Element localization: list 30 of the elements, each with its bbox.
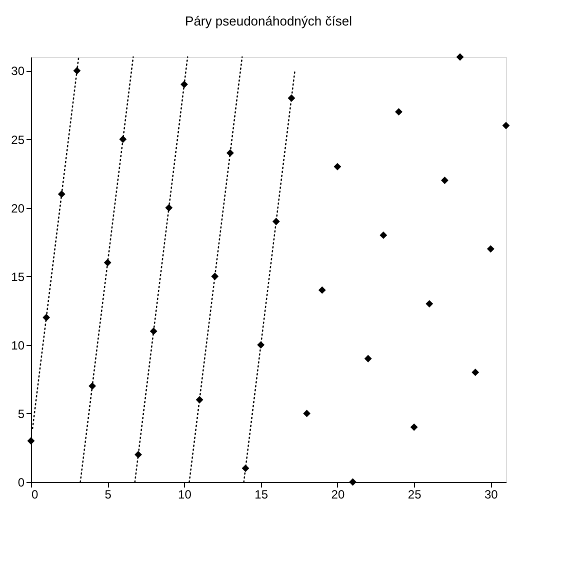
point [426,300,434,308]
point [27,437,35,445]
x-tick-label: 5 [104,488,112,502]
point [318,286,326,294]
point [486,245,494,253]
point [441,176,448,184]
x-tick-label: 20 [331,488,345,502]
y-tick-label: 5 [18,406,25,421]
point [364,354,372,362]
x-tick-label: 30 [484,488,498,502]
x-tick-label: 15 [254,488,268,502]
y-tick-label: 15 [11,270,25,284]
point [380,232,388,239]
point [42,314,50,322]
x-tick-label: 10 [178,488,192,502]
point [472,368,480,376]
point [410,423,418,431]
y-tick-label: 30 [11,64,25,78]
point [456,53,464,61]
x-tick-label: 0 [32,488,38,502]
y-tick-label: 0 [18,476,25,490]
x-tick-label: 25 [408,488,422,502]
point [303,410,311,418]
y-tick-label: 20 [11,201,25,216]
chart-title: Páry pseudonáhodných čísel [185,13,352,28]
point [502,122,510,130]
point [395,108,402,116]
y-tick-label: 25 [11,132,25,147]
point [334,162,342,170]
y-tick-label: 10 [11,338,25,352]
